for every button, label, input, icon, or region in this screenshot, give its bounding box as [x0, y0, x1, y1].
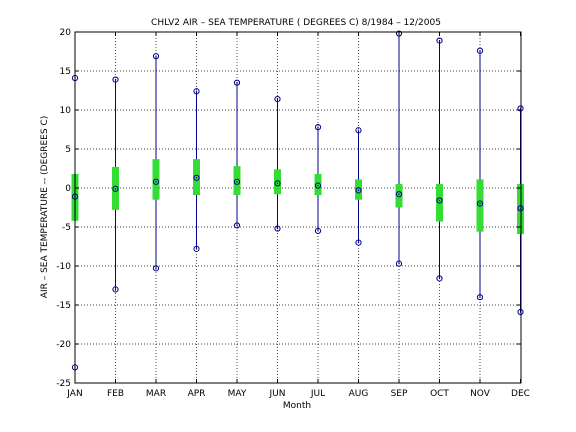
max-marker-dot-jun — [276, 98, 279, 100]
plot-area-frame — [74, 31, 522, 384]
y-tick-label: 0 — [65, 184, 71, 194]
x-tick-label-aug: AUG — [349, 389, 369, 399]
max-marker-dot-aug — [357, 129, 360, 131]
min-marker-dot-jun — [276, 227, 279, 230]
max-marker-aug — [355, 127, 362, 134]
median-marker-dot-jun — [276, 182, 279, 185]
y-tick-label: 15 — [60, 67, 71, 77]
x-tick-label-may: MAY — [228, 389, 247, 399]
min-marker-dot-sep — [398, 262, 400, 265]
iqr-box-aug — [355, 179, 362, 200]
median-marker-aug — [355, 187, 362, 194]
chart-title: CHLV2 AIR – SEA TEMPERATURE ( DEGREES C)… — [151, 18, 441, 28]
min-marker-oct — [436, 275, 443, 282]
max-marker-nov — [476, 47, 484, 54]
median-marker-apr — [193, 174, 200, 181]
x-tick-label-mar: MAR — [146, 389, 166, 399]
median-marker-jun — [274, 180, 281, 187]
x-tick-label-jul: JUL — [310, 389, 325, 399]
min-marker-dot-mar — [155, 267, 157, 270]
min-marker-dot-apr — [195, 248, 198, 250]
iqr-box-nov — [476, 179, 484, 232]
max-marker-dot-oct — [438, 39, 441, 42]
grid-lines — [75, 32, 521, 383]
min-marker-apr — [193, 245, 200, 252]
max-marker-feb — [112, 76, 119, 83]
y-tick-label: -15 — [56, 301, 71, 311]
median-marker-sep — [395, 191, 403, 198]
y-tick-label: -10 — [56, 262, 71, 272]
min-marker-dot-may — [236, 224, 238, 227]
x-tick-label-sep: SEP — [391, 389, 408, 399]
x-tick-label-oct: OCT — [430, 389, 449, 399]
median-marker-dot-feb — [114, 188, 117, 190]
y-tick-label: -25 — [56, 379, 71, 389]
max-marker-dot-apr — [195, 90, 198, 92]
median-marker-jul — [314, 182, 322, 189]
min-marker-may — [233, 222, 241, 229]
max-marker-sep — [395, 30, 403, 37]
x-tick-label-jan: JAN — [66, 389, 82, 399]
iqr-box-apr — [193, 159, 200, 196]
max-marker-dot-jul — [317, 126, 319, 128]
data-marks — [71, 30, 524, 371]
min-marker-dot-feb — [114, 288, 117, 291]
median-marker-oct — [436, 197, 443, 204]
max-marker-dot-mar — [155, 55, 157, 57]
median-marker-nov — [476, 200, 484, 207]
median-marker-dot-sep — [398, 193, 400, 195]
median-marker-dot-apr — [195, 177, 198, 179]
x-axis-ticks: JAN FEB MAR APR MAY JUN JUL AUG SEP OCT NOV DEC — [66, 32, 530, 399]
y-tick-label: 5 — [65, 145, 71, 155]
x-tick-label-feb: FEB — [107, 389, 124, 399]
median-marker-dot-nov — [479, 202, 481, 205]
y-tick-label: 10 — [60, 106, 72, 116]
median-marker-dot-oct — [438, 199, 441, 202]
min-marker-jun — [274, 225, 281, 232]
iqr-box-sep — [395, 184, 403, 208]
y-axis-title: AIR – SEA TEMPERATURE -- (DEGREES C) — [40, 116, 50, 298]
iqr-box-may — [233, 166, 241, 196]
min-marker-nov — [476, 294, 484, 301]
max-marker-apr — [193, 88, 200, 95]
median-marker-mar — [152, 178, 160, 185]
x-tick-label-apr: APR — [188, 389, 206, 399]
median-marker-dot-jul — [317, 184, 319, 187]
y-axis-ticks: -25 -20 -15 -10 -5 0 5 10 15 20 — [56, 28, 521, 389]
max-marker-may — [233, 79, 241, 86]
min-marker-dot-nov — [479, 296, 481, 298]
max-marker-dot-may — [236, 82, 238, 84]
x-tick-label-dec: DEC — [511, 389, 530, 399]
median-marker-may — [233, 178, 241, 185]
y-tick-label: -20 — [56, 340, 71, 350]
min-marker-jul — [314, 227, 322, 234]
min-marker-feb — [112, 286, 119, 293]
x-axis-title: Month — [283, 401, 311, 411]
max-marker-jun — [274, 95, 281, 103]
median-marker-feb — [112, 185, 119, 192]
y-tick-label: 20 — [60, 28, 72, 38]
y-tick-label: -5 — [62, 223, 71, 233]
min-marker-aug — [355, 239, 362, 246]
x-tick-label-jun: JUN — [269, 389, 286, 399]
max-marker-dot-feb — [114, 78, 117, 81]
min-marker-dot-oct — [438, 277, 441, 280]
min-marker-dot-jul — [317, 230, 319, 232]
min-marker-dot-aug — [357, 241, 360, 244]
median-marker-dot-aug — [357, 189, 360, 192]
max-marker-dot-nov — [479, 50, 481, 52]
max-marker-mar — [152, 53, 160, 60]
max-marker-oct — [436, 37, 443, 44]
max-marker-jul — [314, 124, 322, 131]
min-marker-mar — [152, 265, 160, 272]
iqr-box-jul — [314, 173, 322, 196]
median-marker-dot-may — [236, 181, 238, 183]
median-marker-dot-mar — [155, 181, 157, 183]
x-tick-label-nov: NOV — [470, 389, 491, 399]
min-marker-sep — [395, 260, 403, 267]
iqr-box-jun — [274, 169, 281, 195]
